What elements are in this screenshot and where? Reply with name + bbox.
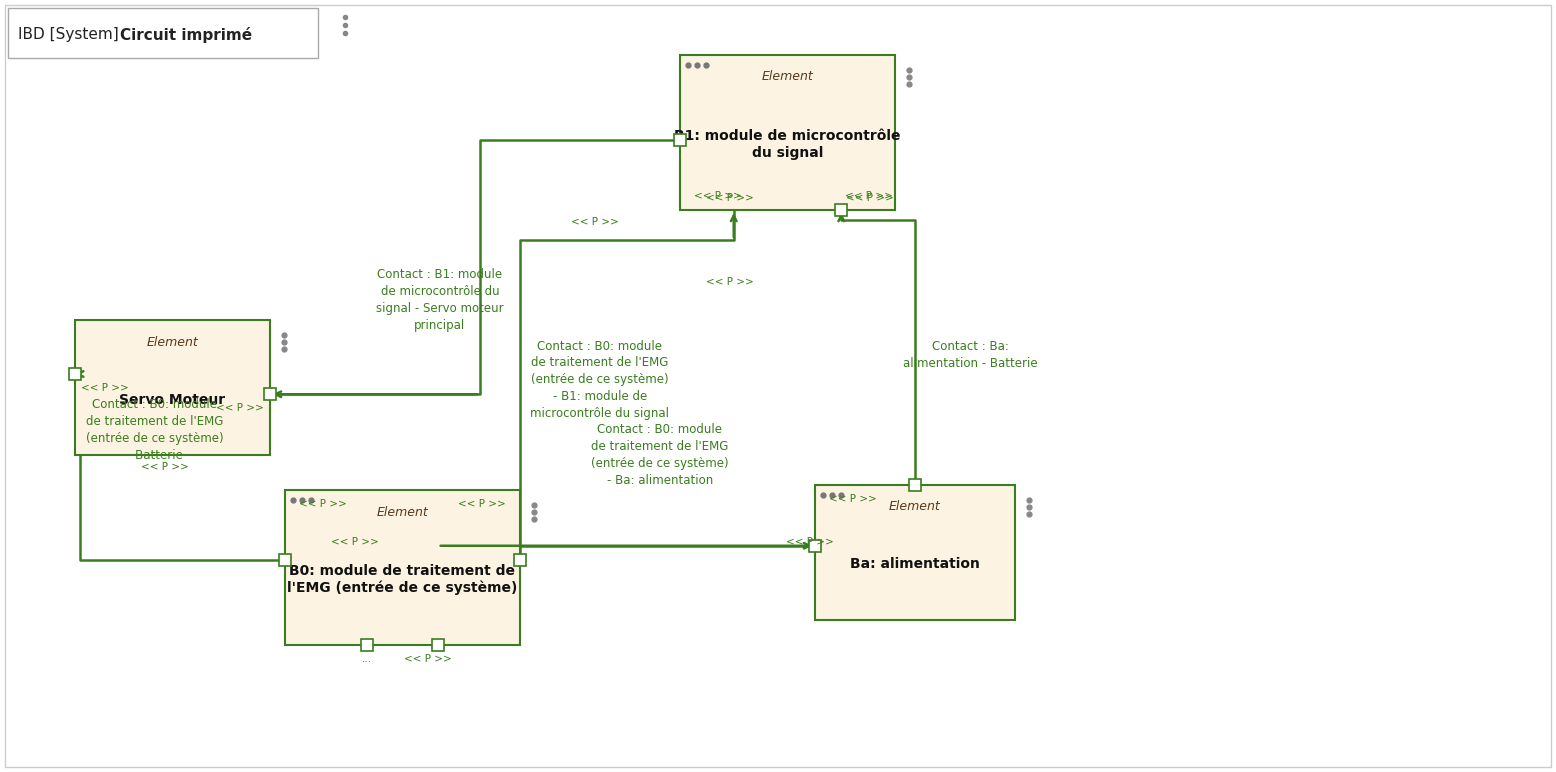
Text: << P >>: << P >>: [81, 383, 129, 393]
FancyBboxPatch shape: [75, 320, 271, 455]
FancyBboxPatch shape: [909, 479, 921, 491]
FancyBboxPatch shape: [836, 204, 848, 216]
Text: << P >>: << P >>: [405, 654, 451, 664]
Text: IBD [System]: IBD [System]: [19, 28, 118, 42]
Text: Servo Moteur: Servo Moteur: [120, 392, 226, 407]
Text: Ba: alimentation: Ba: alimentation: [850, 557, 980, 571]
Text: Contact : B0: module
de traitement de l'EMG
(entrée de ce système)
- Batterie: Contact : B0: module de traitement de l'…: [86, 398, 224, 462]
Text: ...: ...: [363, 654, 372, 664]
Text: << P >>: << P >>: [216, 403, 265, 413]
Text: << P >>: << P >>: [571, 217, 619, 227]
Text: << P >>: << P >>: [786, 537, 834, 547]
FancyBboxPatch shape: [815, 485, 1015, 620]
Text: Element: Element: [761, 70, 814, 83]
FancyBboxPatch shape: [680, 55, 895, 210]
FancyBboxPatch shape: [431, 639, 443, 651]
Text: Contact : Ba:
alimentation - Batterie: Contact : Ba: alimentation - Batterie: [902, 340, 1038, 370]
Text: << P >>: << P >>: [706, 277, 753, 287]
Text: << P >>: << P >>: [694, 191, 742, 201]
Text: Contact : B0: module
de traitement de l'EMG
(entrée de ce système)
- Ba: aliment: Contact : B0: module de traitement de l'…: [591, 423, 728, 487]
Text: << P >>: << P >>: [331, 537, 378, 547]
FancyBboxPatch shape: [265, 388, 275, 400]
Text: Contact : B0: module
de traitement de l'EMG
(entrée de ce système)
- B1: module : Contact : B0: module de traitement de l'…: [531, 340, 669, 421]
FancyBboxPatch shape: [809, 540, 822, 552]
FancyBboxPatch shape: [361, 639, 373, 651]
Text: << P >>: << P >>: [846, 193, 893, 203]
FancyBboxPatch shape: [8, 8, 317, 58]
Text: B1: module de microcontrôle
du signal: B1: module de microcontrôle du signal: [674, 129, 901, 160]
Text: Element: Element: [888, 500, 941, 513]
Text: B0: module de traitement de
l'EMG (entrée de ce système): B0: module de traitement de l'EMG (entré…: [288, 564, 518, 595]
Text: Element: Element: [146, 336, 198, 348]
FancyBboxPatch shape: [513, 554, 526, 566]
Text: << P >>: << P >>: [706, 193, 753, 203]
Text: Circuit imprimé: Circuit imprimé: [120, 27, 252, 43]
Text: Element: Element: [377, 506, 428, 519]
FancyBboxPatch shape: [285, 490, 520, 645]
FancyBboxPatch shape: [279, 554, 291, 566]
Text: << P >>: << P >>: [845, 191, 893, 201]
Text: << P >>: << P >>: [457, 499, 506, 509]
Text: << P >>: << P >>: [299, 499, 347, 509]
FancyBboxPatch shape: [674, 134, 686, 146]
Text: << P >>: << P >>: [142, 462, 188, 472]
Text: Contact : B1: module
de microcontrôle du
signal - Servo moteur
principal: Contact : B1: module de microcontrôle du…: [377, 268, 504, 332]
FancyBboxPatch shape: [68, 368, 81, 380]
Text: << P >>: << P >>: [829, 494, 878, 504]
